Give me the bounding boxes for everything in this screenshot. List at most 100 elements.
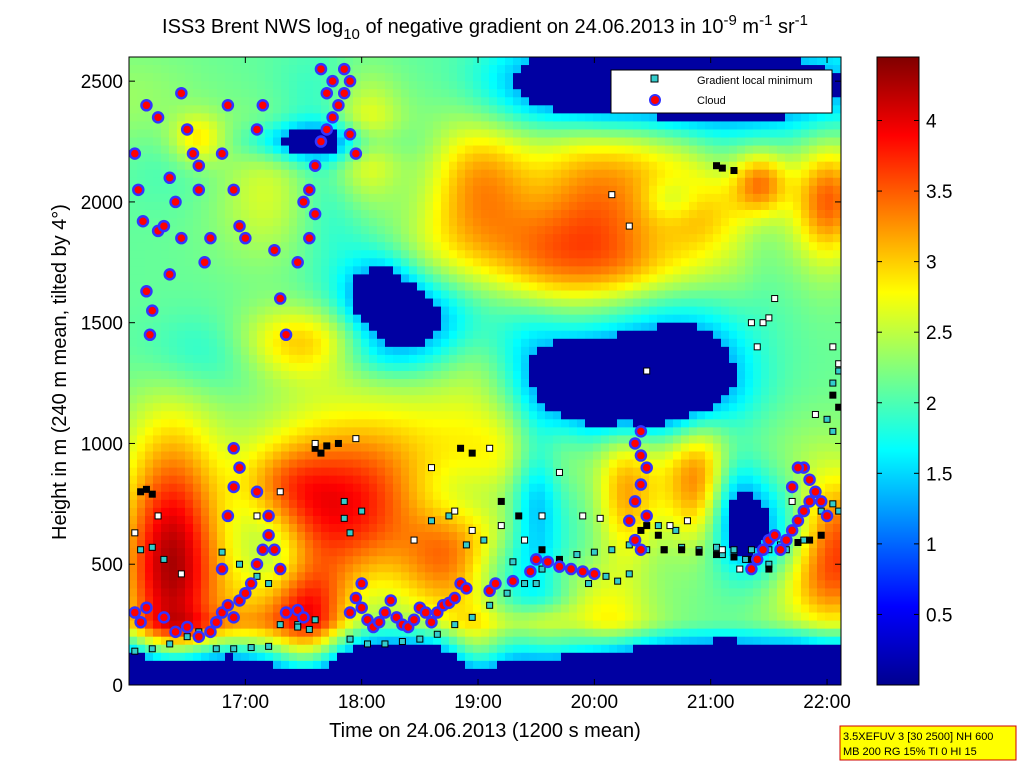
heatmap-cell [297,419,306,428]
heatmap-cell [185,483,194,493]
heatmap-cell [505,137,514,147]
heatmap-cell [425,314,434,324]
heatmap-cell [617,250,626,259]
heatmap-cell [505,121,514,131]
heatmap-cell [489,153,498,163]
heatmap-cell [505,548,514,557]
heatmap-cell [401,676,410,685]
heatmap-cell [249,379,258,388]
heatmap-cell [401,322,410,332]
heatmap-cell [441,153,450,163]
heatmap-cell [577,451,586,461]
heatmap-cell [601,523,610,533]
heatmap-cell [369,443,378,453]
heatmap-cell [617,491,626,501]
heatmap-cell [481,250,490,259]
heatmap-cell [345,218,354,227]
heatmap-cell [193,322,202,332]
heatmap-cell [569,668,578,678]
heatmap-cell [201,346,210,356]
heatmap-cell [529,234,538,243]
heatmap-cell [577,362,586,372]
heatmap-cell [553,322,562,332]
heatmap-cell [473,459,482,469]
heatmap-cell [385,580,394,589]
heatmap-cell [473,387,482,396]
heatmap-cell [441,97,450,106]
heatmap-cell [289,532,298,541]
heatmap-cell [481,282,490,292]
heatmap-cell [465,137,474,147]
heatmap-cell [505,153,514,163]
heatmap-cell [433,451,442,461]
heatmap-cell [217,218,226,227]
heatmap-cell [201,153,210,163]
heatmap-cell [289,556,298,565]
heatmap-cell [185,556,194,565]
heatmap-cell [617,515,626,525]
heatmap-cell [233,548,242,557]
heatmap-cell [497,282,506,292]
heatmap-cell [505,403,514,412]
heatmap-cell [209,379,218,388]
heatmap-cell [441,65,450,74]
heatmap-cell [521,274,530,284]
heatmap-cell [257,137,266,147]
heatmap-cell [529,266,538,275]
heatmap-cell [529,459,538,469]
heatmap-cell [433,234,442,243]
heatmap-cell [569,419,578,428]
heatmap-cell [385,371,394,380]
heatmap-cell [465,371,474,380]
heatmap-cell [185,427,194,437]
heatmap-cell [313,515,322,525]
heatmap-cell [241,443,250,453]
heatmap-cell [513,419,522,428]
heatmap-cell [233,81,242,90]
heatmap-cell [593,467,602,477]
heatmap-cell [553,596,562,606]
heatmap-cell [609,371,618,380]
heatmap-cell [233,322,242,332]
heatmap-cell [593,451,602,461]
heatmap-cell [169,435,178,445]
heatmap-cell [505,467,514,477]
heatmap-cell [585,540,594,549]
heatmap-cell [265,169,274,179]
heatmap-cell [521,226,530,235]
heatmap-cell [193,65,202,74]
heatmap-cell [241,435,250,445]
heatmap-cell [625,411,634,420]
heatmap-cell [313,451,322,461]
heatmap-cell [345,298,354,308]
heatmap-cell [289,660,298,670]
heatmap-cell [185,161,194,171]
heatmap-cell [497,298,506,308]
heatmap-cell [321,322,330,332]
heatmap-cell [601,113,610,123]
heatmap-cell [209,588,218,598]
heatmap-cell [401,177,410,187]
heatmap-cell [321,81,330,90]
heatmap-cell [177,660,186,670]
heatmap-cell [537,443,546,453]
heatmap-cell [513,258,522,267]
heatmap-cell [129,572,138,581]
heatmap-cell [129,467,138,477]
heatmap-cell [465,306,474,316]
heatmap-cell [321,193,330,203]
heatmap-cell [249,387,258,396]
heatmap-cell [153,153,162,163]
heatmap-cell [265,371,274,380]
heatmap-cell [577,354,586,364]
heatmap-cell [361,113,370,123]
heatmap-cell [297,113,306,123]
heatmap-cell [225,169,234,179]
heatmap-cell [161,65,170,74]
heatmap-cell [169,314,178,324]
heatmap-cell [473,564,482,573]
heatmap-cell [201,290,210,300]
heatmap-cell [633,346,642,356]
heatmap-cell [553,234,562,243]
heatmap-cell [329,419,338,428]
